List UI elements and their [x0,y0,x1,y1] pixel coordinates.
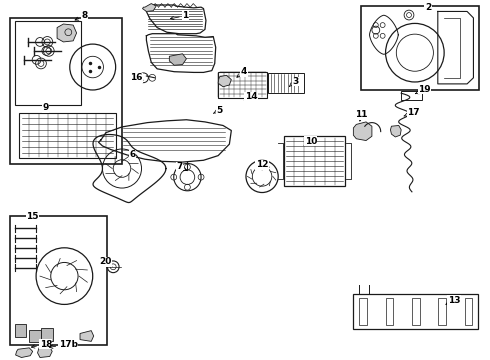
Polygon shape [170,54,186,65]
Bar [269,73,304,93]
Bar [401,91,422,100]
Text: 3: 3 [290,77,298,86]
Text: 10: 10 [304,137,317,146]
Polygon shape [80,330,94,341]
Polygon shape [38,347,52,357]
Polygon shape [16,348,33,357]
Polygon shape [57,24,76,42]
Text: 14: 14 [244,92,257,101]
Text: 4: 4 [237,67,247,77]
Text: 18: 18 [31,340,52,349]
Bar [412,298,420,325]
Bar [438,298,446,325]
Bar [353,294,478,329]
Text: 7: 7 [176,162,187,171]
Text: 9: 9 [43,103,49,112]
Bar [359,298,367,325]
Text: 5: 5 [214,105,223,114]
Text: 15: 15 [26,212,39,221]
Polygon shape [29,329,41,342]
Polygon shape [391,126,401,137]
Bar [284,136,345,186]
Bar [20,113,116,158]
Text: 16: 16 [130,73,143,82]
Text: 1: 1 [171,11,189,20]
Text: 19: 19 [416,85,431,94]
Polygon shape [353,122,372,140]
Polygon shape [42,328,53,341]
Text: 20: 20 [99,257,112,267]
Polygon shape [218,75,231,87]
Text: 8: 8 [75,11,88,20]
Text: 17b: 17b [49,340,78,349]
Text: 17: 17 [404,108,420,117]
Bar [15,22,81,105]
Text: 13: 13 [446,296,460,305]
Text: 6: 6 [129,150,136,160]
Bar [218,72,267,98]
Text: 2: 2 [425,3,431,12]
Polygon shape [15,324,26,337]
Text: 12: 12 [256,161,269,170]
Bar [386,298,393,325]
Bar [465,298,472,325]
Text: 11: 11 [355,110,368,121]
Bar [361,6,479,90]
Bar [10,18,122,164]
Bar [10,216,107,345]
Polygon shape [143,4,156,12]
